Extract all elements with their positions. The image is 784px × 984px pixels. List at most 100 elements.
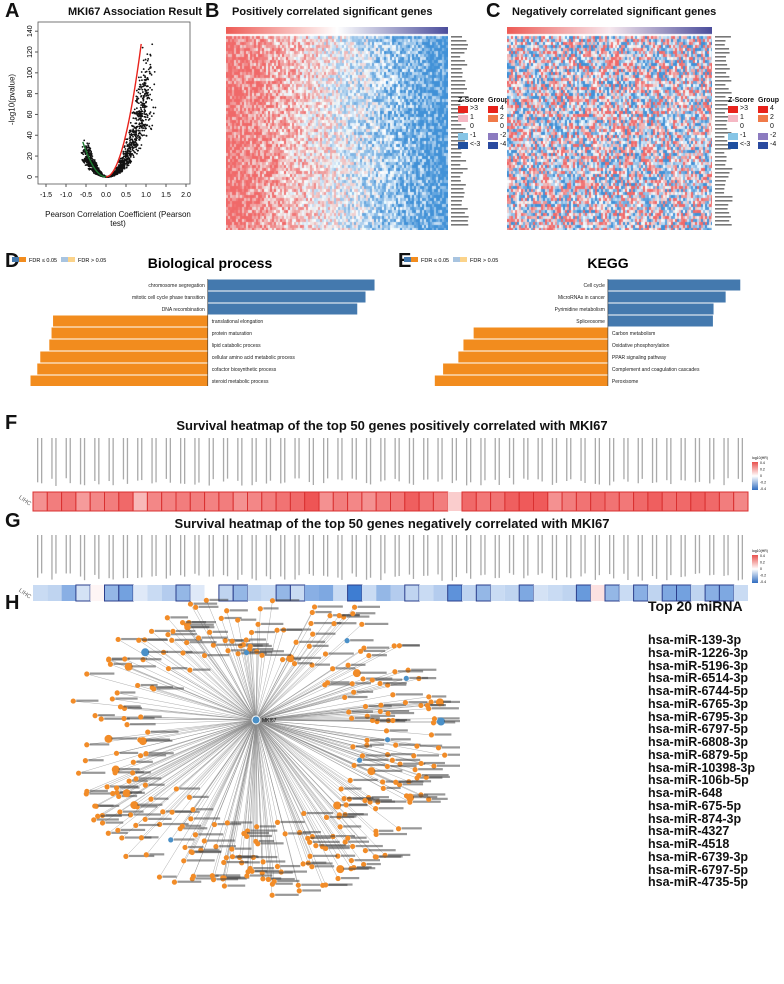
scatter-point <box>144 106 147 108</box>
mirna-node-label-mark <box>371 796 389 799</box>
mirna-node-label-mark <box>379 832 407 836</box>
survival-cell <box>604 584 620 602</box>
mirna-node-label-mark <box>302 830 321 834</box>
zscore-label: <-3 <box>740 141 751 148</box>
mirna-node-label-mark <box>341 876 360 880</box>
mirna-node-label-mark <box>383 709 410 713</box>
gene-label-mark <box>451 84 465 86</box>
enrichment-bar <box>40 351 208 363</box>
bar-category-label: protein maturation <box>212 331 253 337</box>
gene-column-label-mark <box>251 535 253 579</box>
mirna-node <box>91 817 97 823</box>
gene-label-mark <box>451 192 465 194</box>
survival-cell <box>633 491 649 512</box>
survival-cell <box>189 491 206 512</box>
network-edge <box>255 719 416 770</box>
gene-column-label-mark <box>466 535 468 574</box>
scatter-point <box>125 153 128 156</box>
scatter-point <box>144 123 147 126</box>
center-gene-node <box>251 715 261 725</box>
gene-column-label-mark <box>212 438 214 480</box>
mirna-node-label-mark <box>234 847 252 850</box>
mirna-node <box>338 786 344 792</box>
mirna-node-label-mark <box>140 805 158 808</box>
mirna-node <box>274 863 281 870</box>
scatter-point <box>125 166 128 169</box>
mirna-node <box>113 750 120 756</box>
gene-label-mark <box>451 76 463 78</box>
scatter-point <box>139 110 142 113</box>
survival-cell <box>318 491 334 512</box>
mirna-node-label-mark <box>249 834 273 838</box>
network-edge <box>255 613 353 721</box>
gene-column-label-mark <box>412 535 415 579</box>
scatter-point <box>119 161 122 163</box>
network-edge <box>255 659 283 721</box>
survival-heatmap-f-title: Survival heatmap of the top 50 genes pos… <box>176 418 608 433</box>
mirna-node-label-mark <box>329 815 355 819</box>
mirna-node <box>431 763 437 769</box>
survival-cell <box>304 585 319 601</box>
survival-cell <box>704 491 720 512</box>
mirna-node-label-mark <box>100 814 122 817</box>
network-edge <box>189 669 257 721</box>
network-edge <box>225 640 257 721</box>
mirna-node-label-mark <box>249 651 273 654</box>
gene-column-label-mark <box>598 438 600 485</box>
scatter-point <box>129 138 132 141</box>
mirna-node-label-mark <box>138 823 160 827</box>
network-edge <box>137 719 257 807</box>
mirna-node <box>193 604 199 610</box>
network-edge <box>78 719 257 774</box>
gene-column-label-mark <box>741 438 743 483</box>
gene-column-label-mark <box>98 535 100 579</box>
panel-label-g: G <box>5 510 21 532</box>
mirna-list-item: hsa-miR-6795-3p <box>648 709 749 724</box>
gene-column-label-mark <box>323 535 325 576</box>
mirna-node <box>406 793 415 802</box>
gene-column-label-mark <box>637 438 639 484</box>
mirna-node <box>350 744 356 750</box>
scatter-point <box>139 132 142 135</box>
mirna-node-label-mark <box>185 621 207 624</box>
zscore-swatch <box>458 115 468 122</box>
mirna-node-label-mark <box>265 871 293 874</box>
mirna-node-label-mark <box>142 738 170 741</box>
survival-cell <box>75 491 91 512</box>
mirna-node-label-mark <box>398 780 424 783</box>
mirna-node-label-mark <box>193 602 218 605</box>
mirna-node-label-mark <box>364 622 389 625</box>
mirna-node <box>377 708 383 715</box>
mirna-node <box>351 689 357 695</box>
network-edge <box>255 719 348 839</box>
scatter-point <box>144 75 146 78</box>
scatter-point <box>121 159 124 162</box>
mirna-node <box>75 770 82 776</box>
survival-cell <box>661 491 678 512</box>
scatter-point <box>138 139 141 141</box>
gene-column-label-mark <box>312 535 314 576</box>
gene-label-mark <box>715 128 728 130</box>
gene-column-label-mark <box>412 438 415 485</box>
gene-column-label-mark <box>308 438 310 483</box>
mirna-node-label-mark <box>411 668 437 671</box>
gene-column-label-mark <box>323 438 325 484</box>
mirna-node <box>351 604 358 610</box>
mirna-node <box>179 823 185 829</box>
gene-label-mark <box>451 152 462 154</box>
network-edge <box>255 719 411 798</box>
network-edge <box>186 642 257 721</box>
mirna-node <box>225 648 231 654</box>
mirna-node-label-mark <box>386 786 401 790</box>
gene-column-label-mark <box>126 438 129 484</box>
network-edge <box>255 719 377 858</box>
scatter-point <box>135 136 138 139</box>
mirna-node <box>295 882 301 888</box>
network-edge <box>255 719 345 799</box>
mirna-node <box>430 720 437 726</box>
scatter-point <box>145 89 148 92</box>
mirna-node <box>95 813 101 819</box>
gene-label-mark <box>451 160 467 162</box>
mirna-list-item: hsa-miR-5196-3p <box>648 658 749 673</box>
scatter-point <box>124 159 127 162</box>
